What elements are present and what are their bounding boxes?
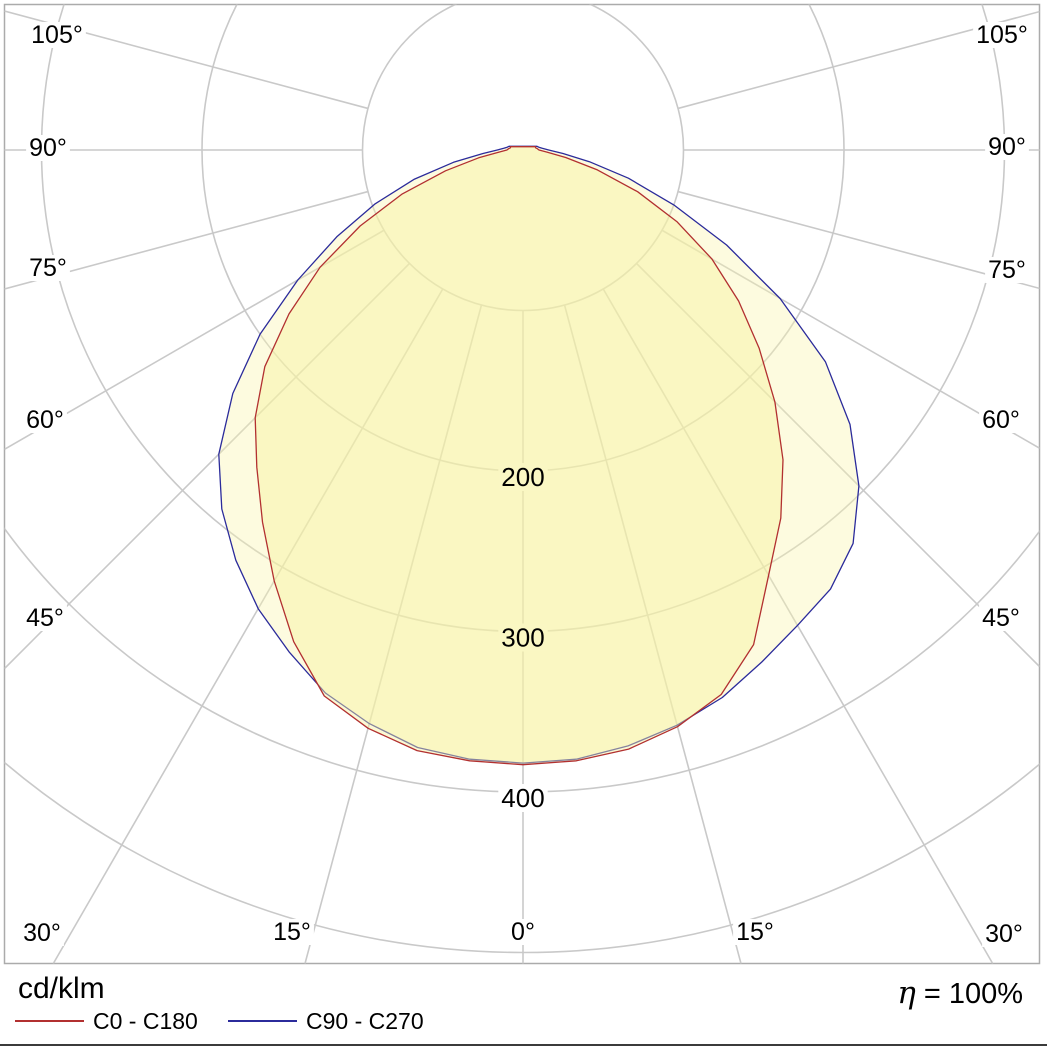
angle-tick-label-9: 30° xyxy=(985,920,1023,948)
legend-label-c90-c270: C90 - C270 xyxy=(306,1007,424,1034)
angle-tick-label-2-halo xyxy=(26,255,70,281)
grid-spoke-75 xyxy=(677,190,1040,290)
angle-tick-label-8: 15° xyxy=(736,918,774,946)
angle-tick-label-11: 60° xyxy=(982,406,1020,434)
eta-value: = 100% xyxy=(923,978,1023,1010)
angle-tick-label-13-halo xyxy=(985,134,1029,160)
angle-tick-label-0: 105° xyxy=(31,21,83,49)
grid-spoke--45 xyxy=(4,262,411,670)
curve-c0-c180 xyxy=(254,146,784,766)
radial-tick-label-300-halo xyxy=(498,623,548,652)
grid-spoke--15 xyxy=(304,304,483,964)
angle-tick-label-14-halo xyxy=(973,22,1031,48)
angle-tick-label-1-halo xyxy=(26,135,70,161)
bottom-rule xyxy=(0,1044,1047,1046)
angle-tick-label-11-halo xyxy=(979,407,1023,433)
angle-tick-label-13: 90° xyxy=(988,133,1026,161)
angle-tick-label-12: 75° xyxy=(988,256,1026,284)
radial-tick-label-300: 300 xyxy=(501,623,544,653)
angle-tick-label-10: 45° xyxy=(982,604,1020,632)
angle-tick-label-8-halo xyxy=(733,919,777,945)
angle-tick-label-5-halo xyxy=(20,920,64,946)
efficiency-label: η = 100% xyxy=(897,975,1023,1011)
radial-tick-label-400: 400 xyxy=(501,783,544,813)
angle-tick-label-10-halo xyxy=(979,605,1023,631)
angle-tick-label-2: 75° xyxy=(29,254,67,282)
eta-symbol: η xyxy=(897,975,916,1011)
grid-spoke--30 xyxy=(52,288,444,964)
angle-tick-label-7: 0° xyxy=(511,918,535,946)
radial-tick-label-200-halo xyxy=(498,463,548,491)
legend-label-c0-c180: C0 - C180 xyxy=(93,1007,198,1034)
angle-tick-label-9-halo xyxy=(982,921,1026,947)
grid-spoke-60 xyxy=(661,229,1040,449)
legend-swatch-c0-c180 xyxy=(15,1020,84,1022)
angle-tick-label-1: 90° xyxy=(29,134,67,162)
angle-tick-label-4-halo xyxy=(23,605,67,631)
unit-label: cd/klm xyxy=(18,972,105,1005)
angle-tick-label-5: 30° xyxy=(23,919,61,947)
angle-tick-label-3-halo xyxy=(23,407,67,433)
angle-tick-label-0-halo xyxy=(28,22,86,48)
legend-swatch-c90-c270 xyxy=(228,1020,297,1022)
angle-tick-label-3: 60° xyxy=(26,406,64,434)
angle-tick-label-6-halo xyxy=(270,919,314,945)
angle-tick-label-7-halo xyxy=(508,919,538,945)
legend-item-c0-c180: C0 - C180 xyxy=(15,1007,198,1034)
grid-spoke-45 xyxy=(635,262,1040,668)
legend-item-c90-c270: C90 - C270 xyxy=(228,1007,424,1034)
angle-tick-label-4: 45° xyxy=(26,604,64,632)
angle-tick-label-14: 105° xyxy=(976,21,1028,49)
radial-tick-label-200: 200 xyxy=(501,462,544,492)
radial-tick-label-400-halo xyxy=(498,784,548,812)
grid-spoke-30 xyxy=(602,288,994,964)
angle-tick-label-12-halo xyxy=(985,257,1029,283)
angle-tick-label-6: 15° xyxy=(273,918,311,946)
grid-spoke-15 xyxy=(563,304,742,964)
